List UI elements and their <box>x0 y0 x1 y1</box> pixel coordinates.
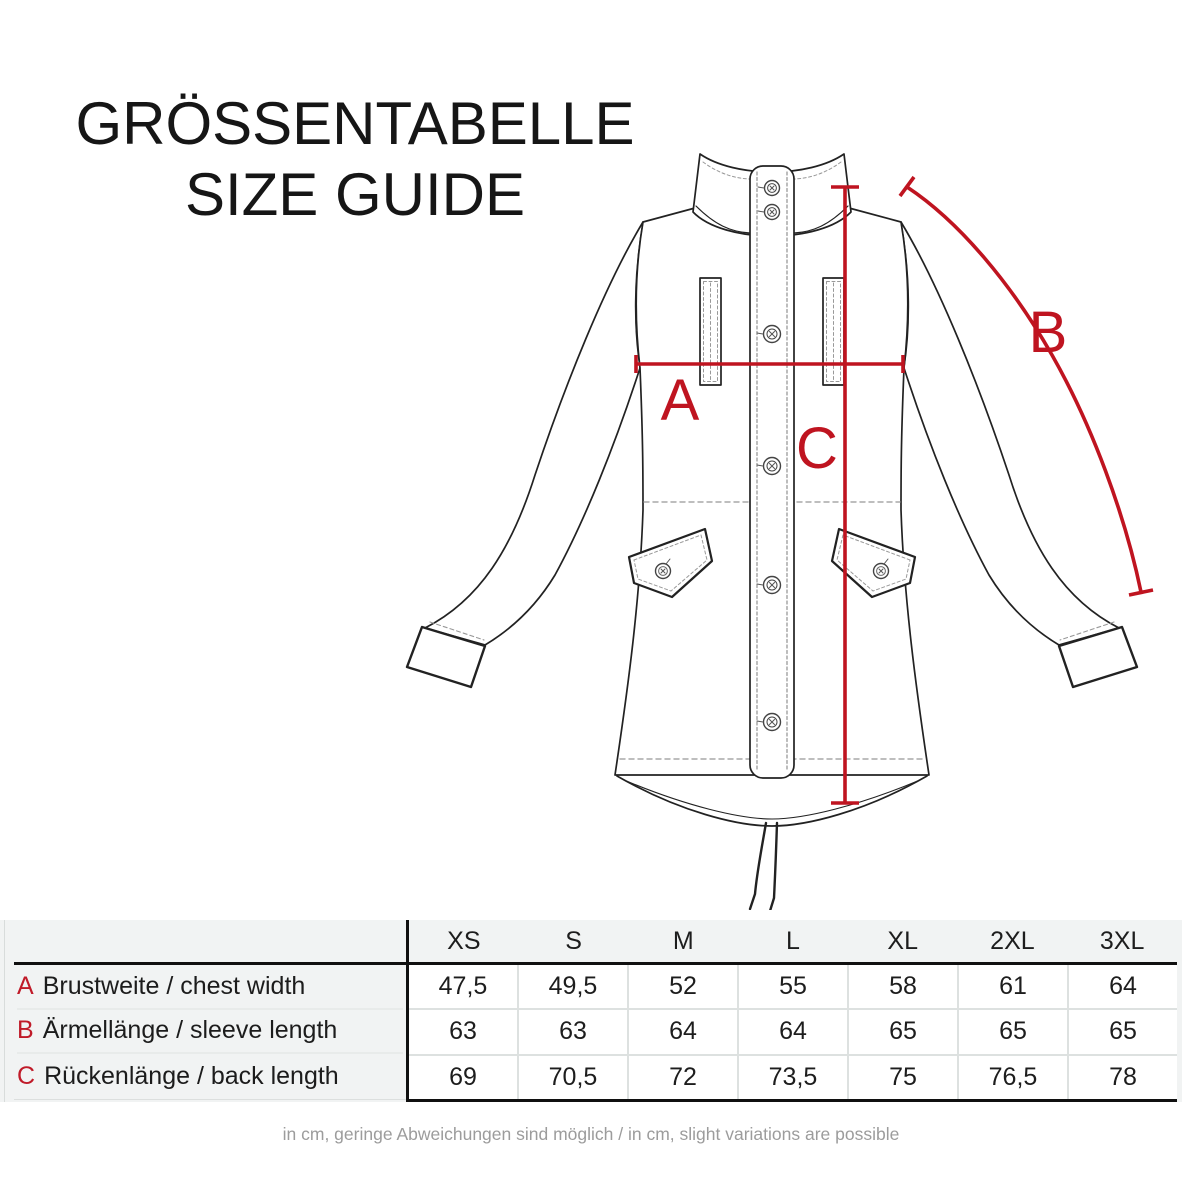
size-value-cell: 76,5 <box>959 1055 1067 1099</box>
size-column-header: XS <box>447 926 481 955</box>
left-armhole-seam <box>634 221 644 369</box>
right-hip-pocket-flap <box>830 527 917 599</box>
footer-note: in cm, geringe Abweichungen sind möglich… <box>282 1124 900 1144</box>
size-value-cell: 64 <box>1069 965 1177 1009</box>
size-value-cell: 55 <box>739 965 847 1009</box>
right-cuff <box>1057 625 1139 689</box>
size-column-header: L <box>786 926 800 955</box>
size-column-header: XL <box>887 926 918 955</box>
size-column-header: 3XL <box>1099 926 1145 955</box>
size-value-cell: 78 <box>1069 1055 1177 1099</box>
size-value-cell: 64 <box>739 1010 847 1054</box>
back-hem-inner-line <box>623 779 921 820</box>
size-value-cell: 70,5 <box>519 1055 627 1099</box>
size-value-cell: 64 <box>629 1010 737 1054</box>
size-value-cell: 69 <box>409 1055 517 1099</box>
measurement-name: Rückenlänge / back length <box>44 1062 339 1091</box>
size-value-cell: 52 <box>629 965 737 1009</box>
size-value-cell: 75 <box>849 1055 957 1099</box>
right-wrist-seam <box>1059 621 1115 641</box>
size-value-cell: 65 <box>959 1010 1067 1054</box>
measure-b-line <box>906 185 1143 593</box>
size-value-cell: 65 <box>1069 1010 1177 1054</box>
row-labels: A Brustweite / chest width B Ärmellänge / s… <box>17 965 403 1099</box>
measurement-name: Ärmellänge / sleeve length <box>42 1016 338 1045</box>
measurement-name: Brustweite / chest width <box>42 971 306 1000</box>
measure-c-label: C <box>796 416 838 481</box>
title-line-de: GRÖSSENTABELLE <box>75 90 635 157</box>
drawstring-left <box>748 821 768 910</box>
left-sleeve <box>424 221 644 646</box>
data-grid: 47,5 49,5 52 55 58 61 64 63 63 64 64 65 65 65 69 70,5 72… <box>409 965 1177 1099</box>
measurement-key: C <box>17 1062 36 1091</box>
left-chest-pocket <box>699 277 722 386</box>
page-title: GRÖSSENTABELLE SIZE GUIDE <box>40 88 670 230</box>
measurement-row-label: A Brustweite / chest width <box>17 965 403 1010</box>
size-value-cell: 58 <box>849 965 957 1009</box>
right-armhole-seam <box>900 221 910 369</box>
size-value-cell: 49,5 <box>519 965 627 1009</box>
left-wrist-seam <box>429 621 485 641</box>
label-column-bottom-rule <box>14 1099 406 1100</box>
title-line-en: SIZE GUIDE <box>184 161 526 228</box>
size-column-header: 2XL <box>990 926 1035 955</box>
size-value-cell: 73,5 <box>739 1055 847 1099</box>
collar-stitch-right <box>794 161 842 180</box>
table-bottom-rule <box>406 1099 1177 1102</box>
measurement-row-label: B Ärmellänge / sleeve length <box>17 1010 403 1055</box>
measure-b-tick-top <box>898 175 916 198</box>
left-cuff <box>405 625 487 689</box>
measure-b-tick-bottom <box>1128 588 1154 597</box>
left-hip-pocket-flap <box>627 527 714 599</box>
size-value-cell: 63 <box>409 1010 517 1054</box>
table-vertical-rule <box>406 920 409 1102</box>
drawstring-right <box>769 821 779 910</box>
size-header-row: XS S M L XL 2XL 3XL <box>409 920 1177 962</box>
table-header-rule <box>14 962 1177 965</box>
size-column-header: S <box>565 926 582 955</box>
measure-b-label: B <box>1029 300 1068 365</box>
right-chest-pocket <box>822 277 845 386</box>
collar-stitch-left <box>702 161 750 180</box>
measurement-annotations <box>634 175 1154 805</box>
right-sleeve <box>900 221 1120 646</box>
size-table: XS S M L XL 2XL 3XL A Brustweite / chest width B… <box>0 920 1182 1102</box>
size-value-cell: 61 <box>959 965 1067 1009</box>
size-value-cell: 72 <box>629 1055 737 1099</box>
size-column-header: M <box>672 926 694 955</box>
front-buttons <box>756 179 782 732</box>
size-value-cell: 65 <box>849 1010 957 1054</box>
measurement-row-label: C Rückenlänge / back length <box>17 1054 403 1099</box>
measurement-key: B <box>17 1016 34 1045</box>
measure-a-label: A <box>661 368 700 433</box>
table-left-edge <box>4 920 5 1102</box>
size-value-cell: 63 <box>519 1010 627 1054</box>
back-hem-outline <box>616 775 928 827</box>
size-value-cell: 47,5 <box>409 965 517 1009</box>
measurement-key: A <box>17 971 34 1000</box>
jacket-diagram: A B C <box>405 153 1154 910</box>
collar-band-left <box>695 205 751 234</box>
